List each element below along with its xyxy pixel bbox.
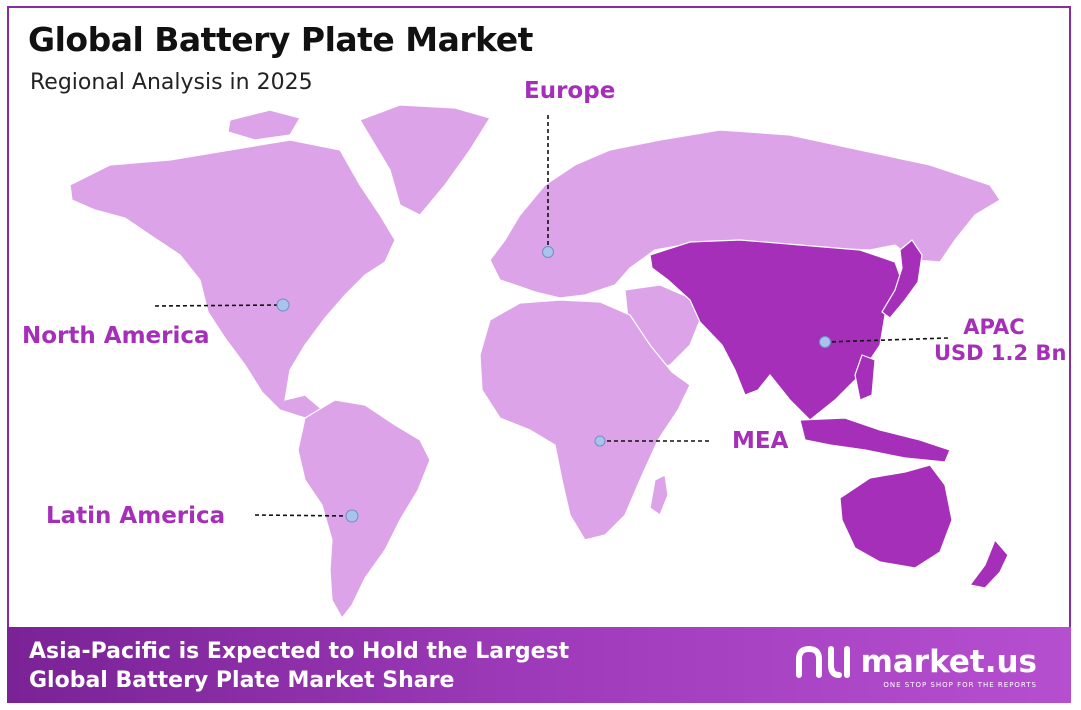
page-subtitle: Regional Analysis in 2025: [30, 70, 313, 95]
market-us-logo-icon: [795, 645, 850, 678]
se-asia-islands-shape: [799, 417, 951, 463]
mea-marker: [594, 435, 606, 447]
australia-shape: [839, 464, 953, 569]
footer-text: Asia-Pacific is Expected to Hold the Lar…: [29, 637, 569, 695]
philippines-shape: [854, 354, 876, 401]
eurasia-north-shape: [489, 129, 1001, 299]
latin-america-leader-line: [254, 514, 353, 517]
brand-logo: market.us ONE STOP SHOP FOR THE REPORTS: [793, 643, 1037, 689]
apac-value: USD 1.2 Bn: [934, 341, 1067, 365]
north-america-marker: [276, 298, 290, 312]
south-america-shape: [297, 399, 431, 620]
europe-marker: [542, 246, 554, 258]
europe-label: Europe: [524, 78, 616, 104]
north-america-label: North America: [22, 323, 210, 349]
footer-banner: Asia-Pacific is Expected to Hold the Lar…: [7, 627, 1071, 703]
latin-america-label: Latin America: [46, 503, 226, 529]
brand-tagline: ONE STOP SHOP FOR THE REPORTS: [883, 681, 1037, 689]
apac-label: APAC: [963, 315, 1025, 339]
mea-label: MEA: [732, 428, 789, 454]
apac-marker: [819, 336, 831, 348]
madagascar-shape: [649, 474, 669, 516]
footer-line-1: Asia-Pacific is Expected to Hold the Lar…: [29, 639, 570, 664]
apac-label-group: APAC USD 1.2 Bn: [934, 314, 1067, 366]
arctic-islands-shape: [227, 109, 301, 141]
north-america-shape: [69, 139, 396, 419]
latin-america-marker: [345, 509, 359, 523]
brand-name: market.us: [860, 644, 1037, 680]
africa-shape: [479, 299, 691, 541]
page-title: Global Battery Plate Market: [28, 20, 533, 59]
footer-line-2: Global Battery Plate Market Share: [29, 668, 455, 693]
japan-shape: [881, 239, 923, 319]
new-zealand-shape: [968, 538, 1009, 589]
greenland-shape: [359, 104, 491, 216]
north-america-leader-line: [154, 304, 284, 307]
